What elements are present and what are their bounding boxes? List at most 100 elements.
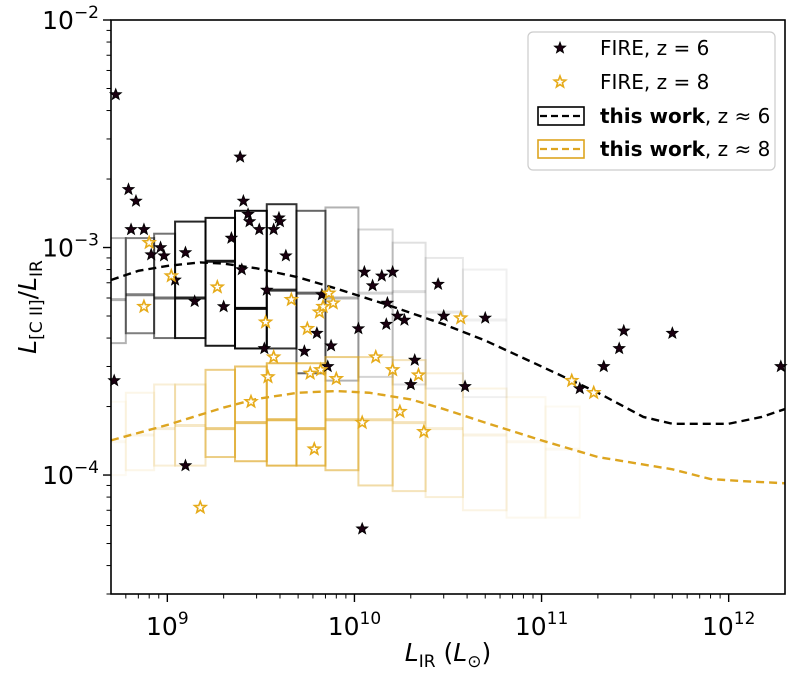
data-point [302, 365, 319, 380]
data-point [351, 321, 366, 335]
data-point [144, 247, 158, 261]
x-tick-label: 109 [146, 609, 189, 641]
x-tick-label: 1010 [328, 609, 381, 641]
data-point [141, 234, 158, 250]
legend-label-rest: , z ≈ 6 [705, 104, 770, 128]
tick-exponent: 9 [178, 609, 189, 629]
y-label-base2: L [13, 277, 42, 291]
data-point [458, 379, 472, 393]
data-point [257, 341, 272, 355]
data-point [384, 361, 401, 377]
data-point [328, 370, 345, 386]
data-point [236, 193, 251, 207]
data-point [397, 312, 412, 326]
x-tick-label: 1012 [702, 609, 755, 641]
legend-label-bold: this work [600, 137, 706, 161]
legend-marker-star [553, 40, 567, 54]
data-point [392, 403, 408, 419]
legend-marker-box [537, 106, 585, 126]
bin-box [124, 391, 156, 472]
data-point [410, 366, 427, 382]
y-axis-title: L[C II]/LIR [13, 260, 47, 354]
data-point [234, 262, 249, 276]
tick-base: 10 [328, 612, 360, 641]
data-point [478, 310, 493, 324]
legend-label: this work, z ≈ 8 [600, 137, 770, 161]
tick-exponent: 11 [547, 609, 569, 629]
x-axis-label: LIR (L⊙) [405, 638, 491, 672]
legend-label-text: FIRE, z = 8 [600, 70, 709, 94]
y-tick-label: 10−4 [42, 458, 99, 490]
data-point [121, 182, 136, 196]
data-point [407, 352, 422, 366]
data-point [365, 278, 380, 292]
x-label-paren-open: ( [436, 638, 454, 667]
data-point [260, 368, 276, 384]
data-point [283, 291, 300, 307]
y-label-slash: / [13, 290, 42, 299]
y-label-sub2: IR [27, 260, 47, 277]
tick-base: 10 [146, 612, 178, 641]
tick-base: 10 [42, 234, 74, 263]
data-point [216, 299, 231, 313]
data-point [243, 393, 259, 409]
data-point [415, 423, 432, 439]
data-point [266, 222, 281, 236]
data-point [367, 348, 384, 364]
tick-base: 10 [42, 6, 74, 35]
data-point [324, 338, 338, 352]
bin-box [111, 400, 127, 477]
data-point [137, 222, 151, 236]
bin-box [391, 359, 427, 493]
data-point [178, 458, 193, 472]
bin-box [461, 268, 508, 399]
data-point [252, 222, 267, 236]
data-point [299, 320, 316, 336]
tick-exponent: 12 [734, 609, 756, 629]
data-point [572, 381, 587, 395]
x-tick-label: 1011 [515, 609, 568, 641]
data-point [178, 245, 193, 259]
data-point [297, 344, 312, 358]
tick-exponent: 10 [360, 609, 382, 629]
data-point [585, 384, 602, 400]
legend-label: this work, z ≈ 6 [600, 104, 770, 128]
model-curve [111, 389, 785, 485]
data-point [325, 294, 342, 310]
data-point [124, 222, 138, 236]
y-label-base: L [13, 340, 42, 354]
x-label-base: L [405, 638, 419, 667]
x-label-unit-base: L [453, 638, 467, 667]
bin-box [424, 256, 464, 390]
y-axis-label: L[C II]/LIR [13, 260, 47, 354]
data-point [310, 326, 324, 340]
data-point [265, 348, 282, 364]
y-tick-label: 10−3 [42, 231, 99, 263]
x-label-unit-sub: ⊙ [467, 652, 481, 672]
data-point [354, 414, 371, 430]
data-point [616, 323, 631, 337]
legend-marker-star [552, 73, 568, 89]
data-point [233, 149, 247, 163]
legend-label: FIRE, z = 8 [600, 70, 709, 94]
data-point [385, 264, 400, 278]
data-point [209, 278, 226, 294]
data-point [163, 267, 180, 283]
tick-exponent: −2 [74, 3, 99, 23]
bin-box [324, 356, 360, 472]
data-point [224, 230, 239, 244]
data-point [320, 284, 337, 300]
data-point [312, 361, 329, 377]
legend-label-rest: , z ≈ 8 [705, 137, 770, 161]
tick-base: 10 [42, 461, 74, 490]
data-point [242, 214, 257, 228]
data-point [665, 326, 680, 340]
data-point [390, 308, 405, 322]
data-point [436, 308, 451, 322]
bin-box [357, 228, 394, 378]
data-point [452, 309, 469, 325]
tick-exponent: −4 [74, 458, 99, 478]
